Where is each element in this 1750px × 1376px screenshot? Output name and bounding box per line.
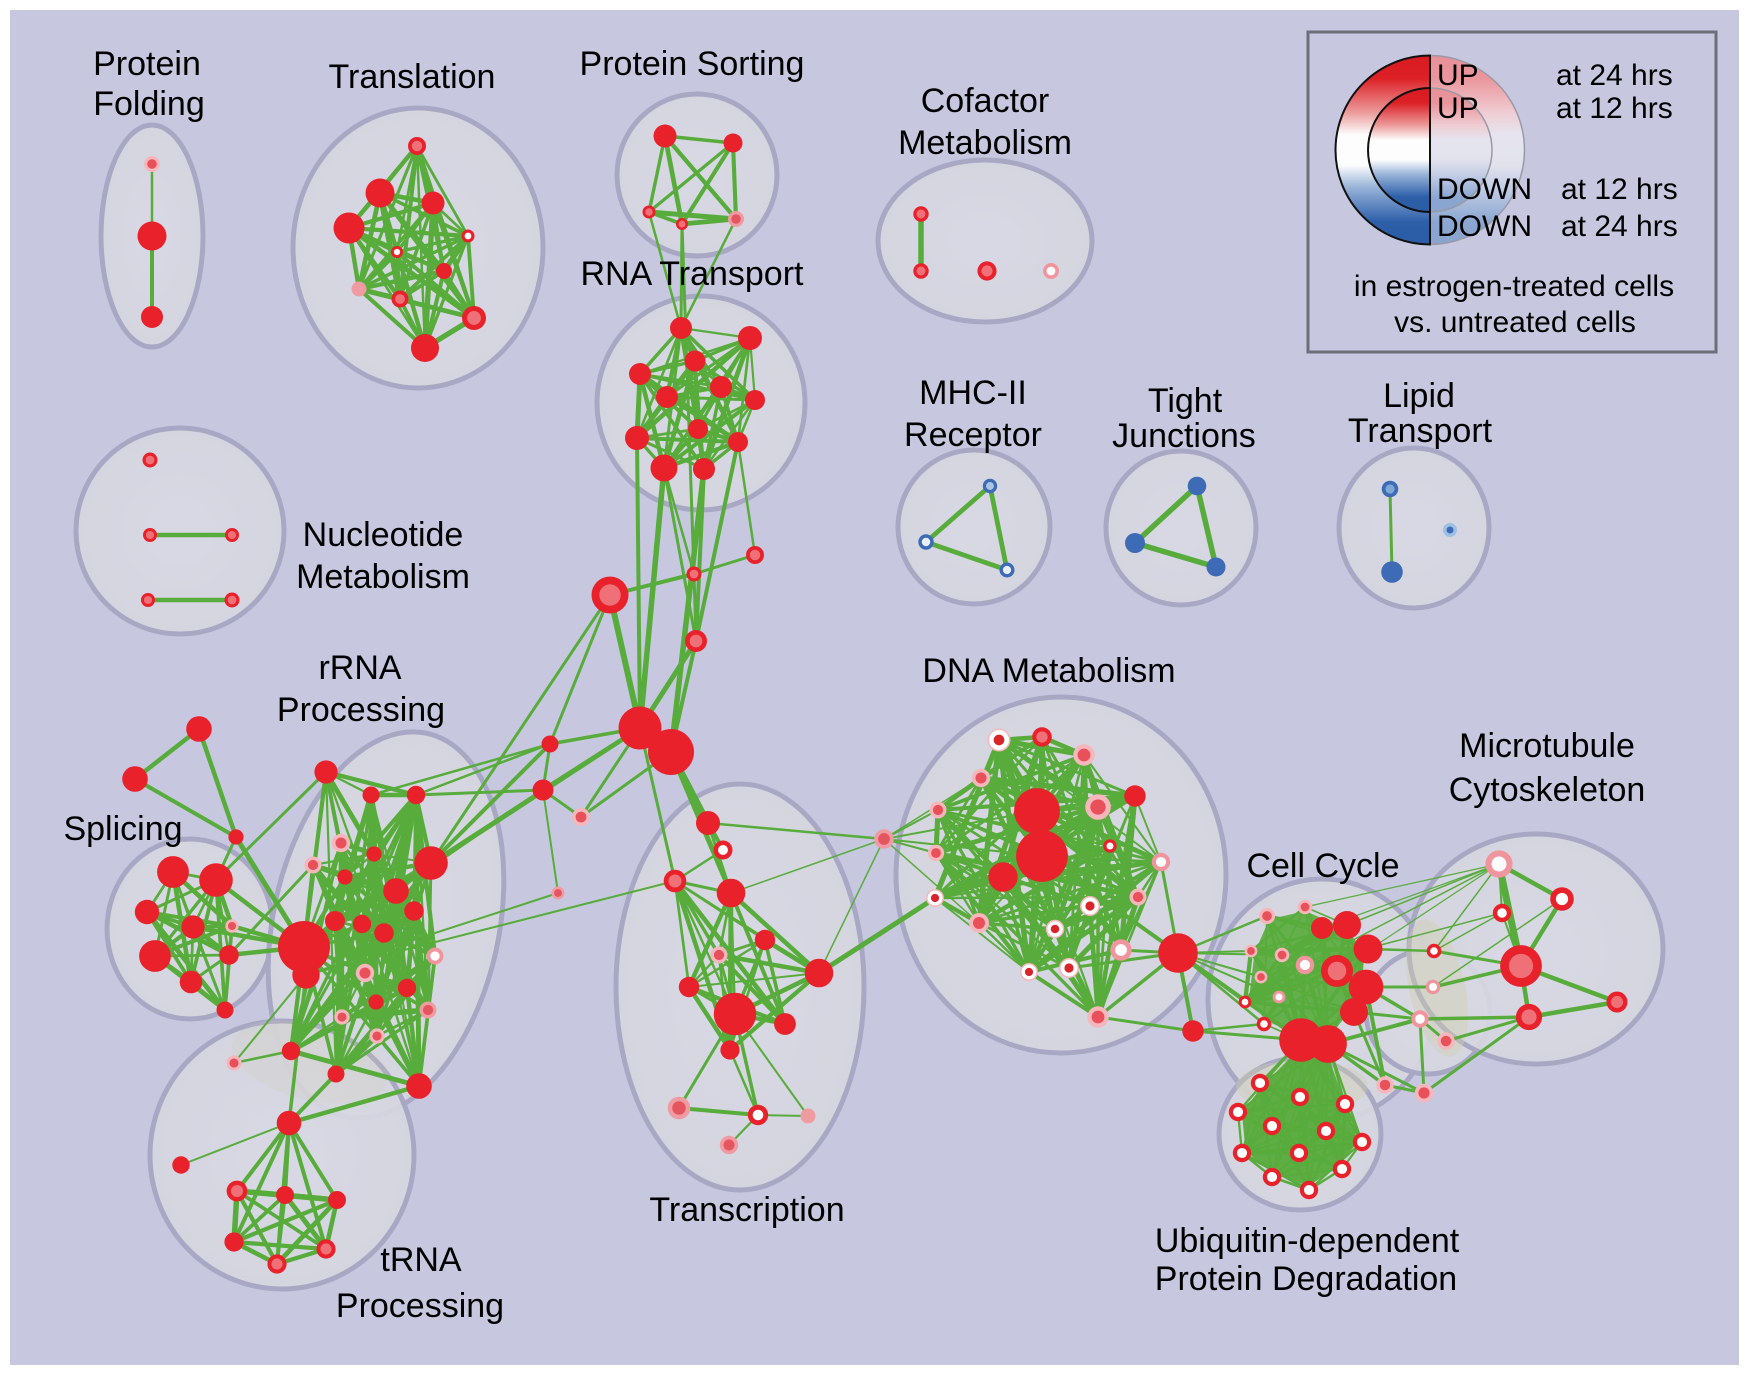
svg-text:DNA Metabolism: DNA Metabolism xyxy=(922,652,1175,690)
svg-text:DOWN: DOWN xyxy=(1437,210,1532,243)
svg-text:Junctions: Junctions xyxy=(1112,417,1256,455)
svg-text:Processing: Processing xyxy=(277,691,445,729)
svg-text:Translation: Translation xyxy=(329,58,496,96)
svg-text:Cofactor: Cofactor xyxy=(921,82,1050,120)
svg-text:Tight: Tight xyxy=(1148,382,1223,420)
svg-text:Protein Sorting: Protein Sorting xyxy=(580,45,805,83)
svg-text:at 12 hrs: at 12 hrs xyxy=(1556,92,1673,125)
svg-text:Transcription: Transcription xyxy=(649,1191,844,1229)
svg-text:RNA Transport: RNA Transport xyxy=(581,255,805,293)
svg-text:UP: UP xyxy=(1437,59,1479,92)
svg-text:Metabolism: Metabolism xyxy=(296,558,470,596)
svg-text:at 12 hrs: at 12 hrs xyxy=(1561,173,1678,206)
svg-text:DOWN: DOWN xyxy=(1437,173,1532,206)
svg-text:in estrogen-treated cells: in estrogen-treated cells xyxy=(1354,270,1674,303)
svg-text:Lipid: Lipid xyxy=(1383,377,1455,415)
svg-text:Protein Degradation: Protein Degradation xyxy=(1155,1260,1457,1298)
svg-text:Processing: Processing xyxy=(336,1287,504,1325)
svg-text:at 24 hrs: at 24 hrs xyxy=(1561,210,1678,243)
svg-text:Ubiquitin-dependent: Ubiquitin-dependent xyxy=(1155,1222,1460,1260)
svg-text:Protein: Protein xyxy=(93,45,201,83)
svg-text:Metabolism: Metabolism xyxy=(898,124,1072,162)
svg-text:Folding: Folding xyxy=(93,85,205,123)
svg-text:Receptor: Receptor xyxy=(904,416,1042,454)
svg-text:Cytoskeleton: Cytoskeleton xyxy=(1449,771,1646,809)
svg-text:MHC-II: MHC-II xyxy=(919,374,1027,412)
svg-text:tRNA: tRNA xyxy=(380,1241,462,1279)
svg-text:Nucleotide: Nucleotide xyxy=(303,516,464,554)
svg-text:rRNA: rRNA xyxy=(318,649,401,687)
svg-text:UP: UP xyxy=(1437,92,1479,125)
svg-text:vs. untreated cells: vs. untreated cells xyxy=(1394,306,1636,339)
svg-text:at 24 hrs: at 24 hrs xyxy=(1556,59,1673,92)
svg-text:Microtubule: Microtubule xyxy=(1459,727,1635,765)
svg-text:Splicing: Splicing xyxy=(63,810,182,848)
svg-text:Cell Cycle: Cell Cycle xyxy=(1246,847,1399,885)
svg-text:Transport: Transport xyxy=(1348,412,1493,450)
